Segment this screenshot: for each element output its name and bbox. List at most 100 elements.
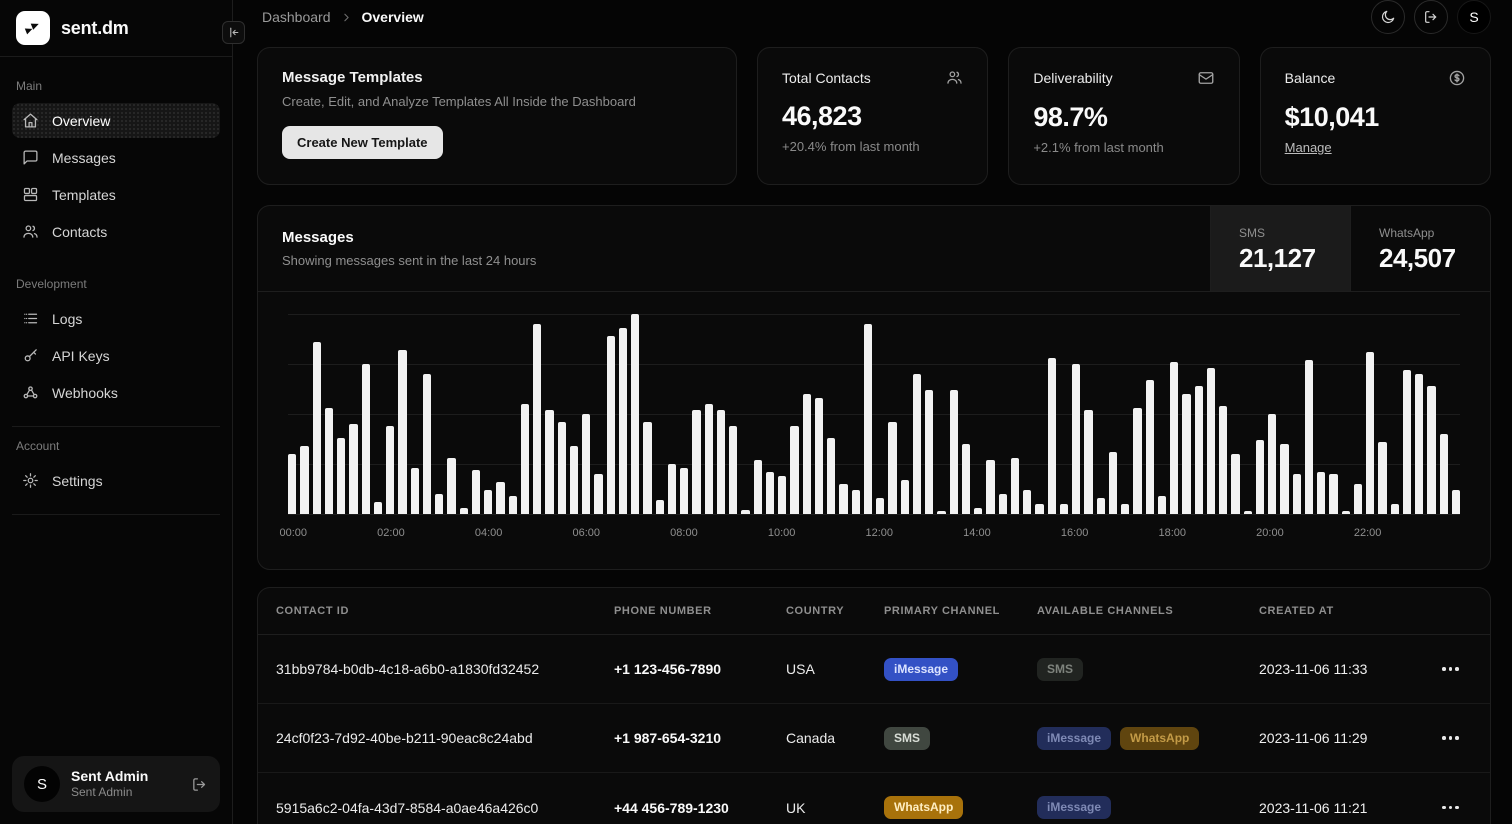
chart-bar: [1415, 374, 1424, 514]
chart-bar: [974, 508, 983, 514]
logout-button[interactable]: [1414, 0, 1448, 34]
sidebar-item-logs[interactable]: Logs: [12, 301, 220, 336]
dashboard-content: Message Templates Create, Edit, and Anal…: [233, 34, 1512, 824]
cell-created-at: 2023-11-06 11:33: [1259, 661, 1368, 677]
sidebar-item-api-keys[interactable]: API Keys: [12, 338, 220, 373]
user-card[interactable]: S Sent Admin Sent Admin: [12, 756, 220, 812]
chart-gridline: [288, 314, 1460, 315]
chart-bar: [814, 398, 823, 514]
chart-bar: [851, 490, 860, 514]
cell-primary-channel: iMessage: [884, 657, 1037, 681]
row-actions-menu-button[interactable]: [1442, 797, 1472, 819]
chart-x-axis: 00:00 02:00 04:00 06:00 08:00 10:00 12:00 14:00…: [280, 523, 1460, 545]
chart-bar: [582, 414, 591, 514]
messages-panel: Messages Showing messages sent in the la…: [257, 205, 1491, 570]
chart-bar: [606, 336, 615, 514]
sidebar-item-settings[interactable]: Settings: [12, 463, 220, 498]
panel-subtitle: Showing messages sent in the last 24 hou…: [282, 253, 537, 268]
bar-chart-plot: [288, 314, 1460, 515]
chart-bar: [667, 464, 676, 514]
chart-bar: [839, 484, 848, 514]
stat-card-value: 46,823: [782, 101, 862, 131]
breadcrumb-dashboard[interactable]: Dashboard: [262, 9, 331, 25]
chart-bar: [912, 374, 921, 514]
chart-bar: [1084, 410, 1093, 514]
chart-bar: [569, 446, 578, 514]
chart-bar: [447, 458, 456, 514]
chart-bar: [1182, 394, 1191, 514]
messages-panel-header: Messages Showing messages sent in the la…: [258, 206, 1490, 292]
chart-bar: [1194, 386, 1203, 514]
manage-link[interactable]: Manage: [1284, 140, 1332, 155]
stat-card-title: Deliverability: [1033, 70, 1113, 86]
theme-toggle-button[interactable]: [1371, 0, 1405, 34]
messages-panel-titles: Messages Showing messages sent in the la…: [258, 206, 1210, 291]
chart-bar: [1390, 504, 1399, 514]
panel-title: Messages: [282, 229, 354, 246]
cell-created-at: 2023-11-06 11:29: [1259, 730, 1368, 746]
sidebar-collapse-button[interactable]: [222, 21, 245, 44]
channel-tab-value: 21,127: [1239, 242, 1316, 273]
chart-bar: [324, 408, 333, 514]
sidebar: sent.dm Main Overview Messages Templates Con…: [0, 0, 233, 824]
sidebar-item-label: Contacts: [52, 223, 108, 240]
topbar-actions: S: [1371, 0, 1491, 34]
chart-bar: [1108, 452, 1117, 514]
chart-bar: [1353, 484, 1362, 514]
header-avatar[interactable]: S: [1457, 0, 1491, 34]
stat-card-title: Total Contacts: [782, 69, 871, 86]
chart-bar: [1366, 352, 1375, 514]
chart-gridline: [288, 514, 1460, 515]
sidebar-item-templates[interactable]: Templates: [12, 177, 220, 212]
sidebar-item-webhooks[interactable]: Webhooks: [12, 375, 220, 410]
chart-bar: [1427, 386, 1436, 514]
x-tick-label: 10:00: [767, 527, 796, 539]
chart-gridline: [288, 414, 1460, 415]
channel-tab-sms[interactable]: SMS 21,127: [1210, 206, 1350, 291]
card-description: Create, Edit, and Analyze Templates All …: [282, 94, 636, 109]
logout-icon[interactable]: [191, 776, 208, 793]
chart-bar: [1255, 440, 1264, 514]
moon-icon: [1380, 9, 1396, 25]
channel-tab-label: WhatsApp: [1379, 225, 1435, 240]
chart-bar: [1231, 454, 1240, 514]
chart-bar: [1439, 434, 1448, 514]
sidebar-item-contacts[interactable]: Contacts: [12, 214, 220, 249]
chart-bar: [1292, 474, 1301, 514]
x-tick-label: 02:00: [377, 527, 405, 539]
chart-bar: [1451, 490, 1460, 514]
chart-bar: [1402, 370, 1411, 514]
home-icon: [22, 112, 39, 129]
sidebar-item-label: Logs: [52, 310, 83, 327]
breadcrumb-overview: Overview: [361, 9, 424, 25]
sidebar-item-label: Overview: [52, 112, 111, 129]
cell-primary-channel: WhatsApp: [884, 796, 1037, 819]
stat-card-total-contacts: Total Contacts 46,823 +20.4% from last mon…: [757, 47, 989, 185]
list-icon: [22, 310, 39, 327]
stat-card-deliverability: Deliverability 98.7% +2.1% from last month: [1008, 47, 1240, 185]
chart-bar: [1157, 496, 1166, 514]
chart-bar: [1072, 364, 1081, 514]
chart-bar: [1145, 380, 1154, 514]
chart-bar: [484, 490, 493, 514]
chart-bar: [729, 426, 738, 514]
cell-country: Canada: [786, 730, 836, 746]
mail-icon: [1197, 69, 1215, 87]
sidebar-item-overview[interactable]: Overview: [12, 103, 220, 138]
sidebar-item-messages[interactable]: Messages: [12, 140, 220, 175]
stat-cards-row: Message Templates Create, Edit, and Anal…: [257, 47, 1491, 185]
row-actions-menu-button[interactable]: [1442, 658, 1472, 680]
messages-chart: 00:00 02:00 04:00 06:00 08:00 10:00 12:00 14:00…: [258, 292, 1490, 569]
x-tick-label: 06:00: [572, 527, 601, 539]
chart-bar: [790, 426, 799, 514]
table-body: 31bb9784-b0db-4c18-a6b0-a1830fd32452 +1 1…: [258, 635, 1490, 824]
users-icon: [946, 69, 963, 86]
row-actions-menu-button[interactable]: [1442, 727, 1472, 749]
channel-tab-whatsapp[interactable]: WhatsApp 24,507: [1350, 206, 1490, 291]
brand-logo[interactable]: [16, 11, 50, 45]
cell-available-channels: SMS: [1037, 657, 1259, 681]
layout-grid-icon: [22, 186, 39, 203]
create-new-template-button[interactable]: Create New Template: [282, 126, 443, 159]
channel-badge-sms: SMS: [884, 726, 931, 750]
chart-bar: [925, 390, 934, 514]
